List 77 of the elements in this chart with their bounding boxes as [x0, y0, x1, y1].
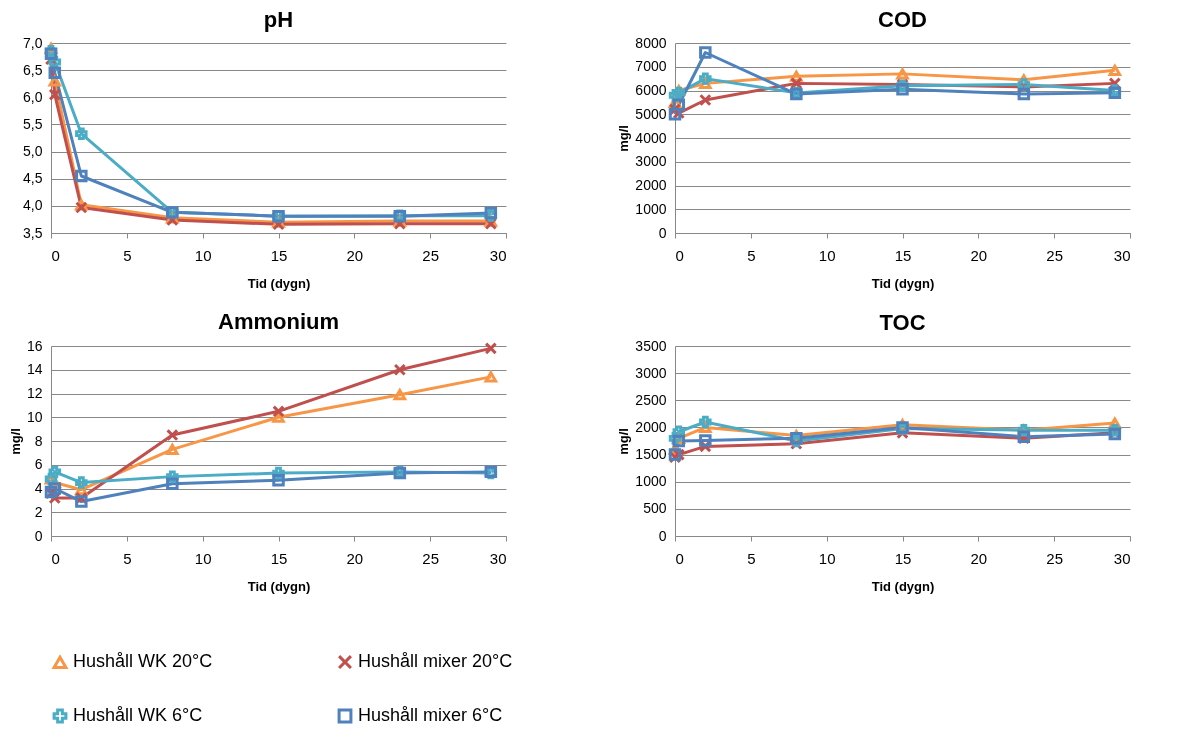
y-tick-label: 16	[26, 337, 43, 354]
y-tick-label: 2000	[635, 177, 667, 193]
x-tick-label: 10	[194, 246, 212, 264]
y-tick-label: 7,0	[23, 34, 43, 51]
x-tick-label: 10	[194, 549, 212, 567]
chart-title: Ammonium	[218, 308, 339, 334]
x-tick-label: 5	[747, 549, 756, 567]
x-tick-label: 25	[1046, 549, 1064, 567]
y-tick-label: 12	[26, 385, 43, 401]
x-tick-label: 30	[489, 246, 507, 264]
y-tick-label: 6,5	[23, 61, 43, 78]
x-tick-label: 25	[1046, 246, 1064, 264]
x-tick-label: 5	[123, 549, 132, 567]
x-axis-title: Tid (dygn)	[247, 275, 311, 291]
y-tick-label: 3000	[635, 153, 667, 170]
x-tick-label: 5	[123, 246, 132, 264]
x-tick-label: 25	[422, 246, 440, 264]
y-tick-label: 8000	[635, 34, 667, 51]
y-tick-label: 500	[643, 500, 667, 517]
y-tick-label: 1000	[635, 200, 667, 217]
x-tick-label: 10	[818, 246, 836, 264]
x-axis-title: Tid (dygn)	[247, 578, 311, 594]
y-tick-label: 7000	[635, 58, 667, 75]
x-tick-label: 30	[1113, 549, 1131, 567]
y-tick-label: 2	[34, 503, 43, 520]
legend-label: Hushåll mixer 20°C	[358, 651, 513, 672]
x-tick-label: 20	[970, 549, 988, 567]
x-axis-title: Tid (dygn)	[871, 275, 935, 291]
y-tick-label: 14	[26, 361, 43, 378]
legend-label: Hushåll WK 20°C	[73, 651, 213, 672]
y-tick-label: 2500	[635, 391, 667, 408]
y-tick-label: 3,5	[23, 224, 43, 241]
x-tick-label: 5	[747, 246, 756, 264]
y-tick-label: 10	[26, 408, 43, 425]
y-axis-title: mg/l	[616, 125, 632, 152]
x-tick-label: 15	[270, 246, 288, 264]
x-tick-label: 25	[422, 549, 440, 567]
x-tick-label: 20	[346, 549, 364, 567]
y-tick-label: 0	[658, 527, 667, 544]
x-tick-label: 10	[818, 549, 836, 567]
y-tick-label: 4000	[635, 129, 667, 146]
y-tick-label: 4	[34, 480, 43, 496]
y-tick-label: 6000	[635, 82, 667, 98]
chart-title: pH	[263, 7, 294, 32]
x-tick-label: 15	[270, 549, 288, 567]
x-tick-label: 0	[675, 246, 684, 264]
x-tick-label: 15	[894, 246, 912, 264]
legend-label: Hushåll WK 6°C	[73, 705, 203, 725]
x-tick-label: 20	[346, 246, 364, 264]
x-tick-label: 30	[489, 549, 507, 567]
x-tick-label: 15	[894, 549, 912, 567]
y-tick-label: 6	[34, 456, 43, 473]
x-tick-label: 20	[970, 246, 988, 264]
y-tick-label: 1500	[635, 446, 667, 463]
y-tick-label: 6,0	[23, 88, 43, 105]
x-tick-label: 30	[1113, 246, 1131, 264]
y-tick-label: 4,0	[23, 197, 43, 214]
y-tick-label: 0	[658, 224, 667, 241]
y-tick-label: 0	[34, 527, 43, 544]
y-tick-label: 5000	[635, 105, 667, 122]
y-axis-title: mg/l	[616, 428, 632, 455]
y-tick-label: 5,0	[23, 143, 43, 160]
x-tick-label: 0	[675, 549, 684, 567]
y-tick-label: 1000	[635, 473, 667, 490]
x-tick-label: 0	[51, 246, 60, 264]
chart-title: COD	[878, 7, 927, 32]
y-tick-label: 2000	[635, 418, 667, 435]
y-tick-label: 4,5	[23, 170, 43, 187]
y-tick-label: 3000	[635, 364, 667, 381]
legend-label: Hushåll mixer 6°C	[358, 705, 503, 725]
y-axis-title: mg/l	[7, 428, 23, 455]
y-tick-label: 8	[34, 432, 43, 449]
y-tick-label: 5,5	[23, 115, 43, 132]
y-tick-label: 3500	[635, 337, 667, 354]
x-axis-title: Tid (dygn)	[871, 578, 935, 594]
x-tick-label: 0	[51, 549, 60, 567]
chart-title: TOC	[879, 310, 926, 335]
